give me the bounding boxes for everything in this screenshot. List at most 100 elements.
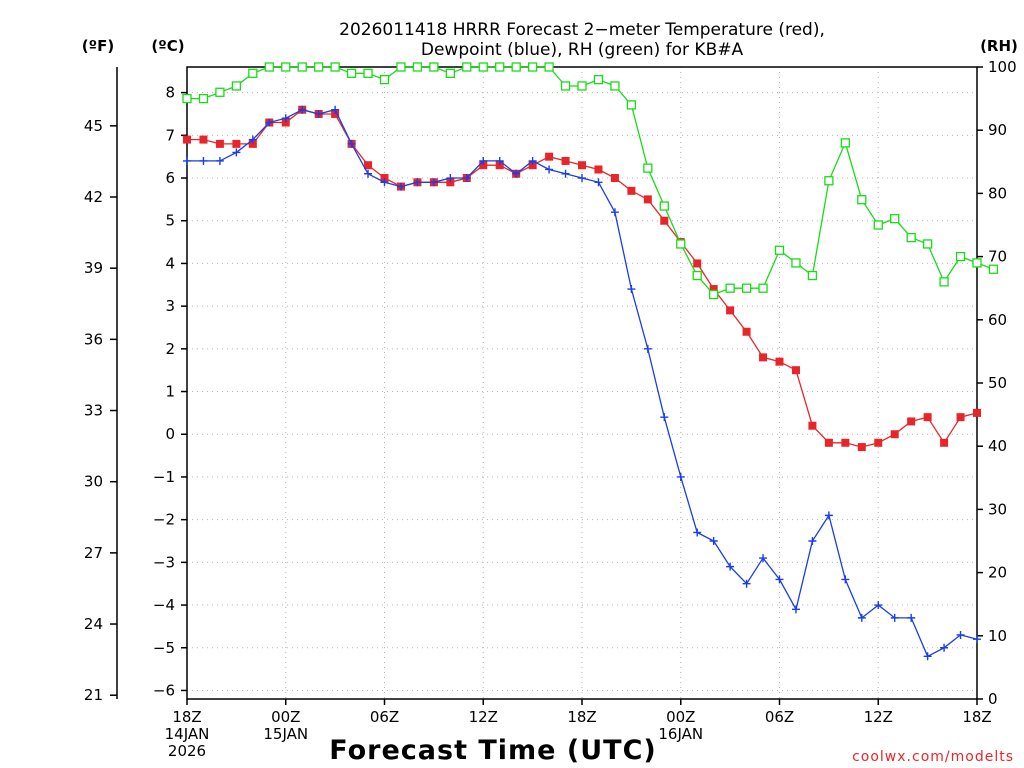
fahrenheit-tick-label: 42 bbox=[84, 188, 103, 206]
dewpoint-point bbox=[890, 613, 899, 622]
rh-point bbox=[988, 264, 999, 274]
dewpoint-point bbox=[314, 109, 323, 118]
celsius-tick-label: 8 bbox=[165, 84, 175, 102]
temperature-point bbox=[726, 306, 735, 315]
dewpoint-point bbox=[429, 178, 438, 187]
time-tick-label: 18Z bbox=[172, 708, 201, 726]
temperature-point bbox=[973, 408, 981, 417]
dewpoint-point bbox=[594, 178, 603, 187]
temperature-point bbox=[479, 161, 488, 170]
dewpoint-point bbox=[759, 554, 768, 563]
rh-point bbox=[922, 239, 933, 249]
celsius-tick-label: −4 bbox=[153, 596, 175, 614]
celsius-tick-label: −2 bbox=[153, 511, 175, 529]
time-tick-label: 00Z bbox=[271, 708, 300, 726]
rh-point bbox=[824, 176, 834, 186]
dewpoint-point bbox=[709, 537, 718, 545]
celsius-tick-label: 7 bbox=[165, 126, 175, 144]
temperature-point bbox=[248, 139, 257, 148]
dewpoint-point bbox=[545, 165, 554, 174]
celsius-tick-label: −3 bbox=[153, 553, 175, 571]
fahrenheit-tick-label: 33 bbox=[84, 402, 103, 420]
rh-point bbox=[758, 283, 768, 293]
rh-point bbox=[330, 62, 340, 72]
series-dewpoint bbox=[183, 105, 981, 661]
celsius-tick-label: 3 bbox=[165, 297, 175, 315]
celsius-tick-label: 6 bbox=[165, 169, 175, 187]
x-axis-label: Forecast Time (UTC) bbox=[329, 735, 656, 766]
rh-point bbox=[676, 239, 686, 249]
celsius-tick-label: 0 bbox=[165, 425, 175, 443]
rh-point bbox=[643, 163, 653, 173]
rh-tick-label: 20 bbox=[988, 564, 1007, 582]
temperature-point bbox=[890, 430, 899, 439]
temperature-point bbox=[545, 152, 554, 161]
dewpoint-point bbox=[396, 182, 405, 191]
temperature-point bbox=[199, 135, 208, 144]
dewpoint-point bbox=[331, 105, 340, 114]
temperature-point bbox=[660, 216, 669, 225]
dewpoint-point bbox=[973, 635, 981, 644]
time-tick-label: 14JAN bbox=[165, 725, 210, 743]
time-tick-label: 2026 bbox=[168, 742, 206, 760]
temperature-point bbox=[281, 118, 290, 127]
time-tick-label: 16JAN bbox=[658, 725, 703, 743]
time-tick-label: 12Z bbox=[469, 708, 498, 726]
dewpoint-point bbox=[347, 139, 356, 148]
dewpoint-point bbox=[693, 528, 702, 537]
rh-point bbox=[363, 68, 373, 78]
dewpoint-point bbox=[183, 156, 191, 165]
chart-title-line-2: Dewpoint (blue), RH (green) for KB#A bbox=[421, 40, 744, 60]
rh-point bbox=[445, 68, 455, 78]
celsius-unit-label: (ºC) bbox=[151, 37, 184, 55]
temperature-point bbox=[808, 421, 817, 430]
rh-point bbox=[231, 81, 242, 91]
temperature-point bbox=[331, 109, 340, 118]
rh-tick-label: 70 bbox=[988, 248, 1007, 266]
dewpoint-point bbox=[512, 169, 521, 178]
celsius-tick-label: 1 bbox=[165, 383, 175, 401]
rh-point bbox=[495, 62, 505, 72]
temperature-point bbox=[364, 161, 373, 170]
rh-point bbox=[857, 195, 867, 205]
dewpoint-point bbox=[874, 601, 883, 610]
rh-point bbox=[314, 62, 324, 72]
temperature-point bbox=[791, 366, 800, 375]
temperature-point bbox=[857, 443, 866, 452]
rh-point bbox=[610, 81, 620, 91]
rh-point bbox=[577, 81, 587, 91]
dewpoint-point bbox=[857, 613, 866, 622]
rh-point bbox=[429, 62, 439, 72]
celsius-tick-label: −1 bbox=[153, 468, 175, 486]
celsius-tick-label: 2 bbox=[165, 340, 175, 358]
time-tick-label: 12Z bbox=[864, 708, 893, 726]
credit-text: coolwx.com/modelts bbox=[852, 749, 1014, 765]
rh-point bbox=[248, 68, 258, 78]
rh-tick-label: 90 bbox=[988, 121, 1007, 139]
temperature-point bbox=[446, 178, 455, 187]
rh-point bbox=[182, 93, 192, 104]
temperature-point bbox=[215, 139, 224, 148]
rh-point bbox=[396, 62, 406, 72]
rh-tick-label: 100 bbox=[988, 58, 1017, 76]
dewpoint-point bbox=[199, 156, 208, 165]
rh-point bbox=[527, 62, 538, 72]
time-tick-label: 18Z bbox=[567, 708, 596, 726]
rh-point bbox=[972, 258, 982, 268]
dewpoint-point bbox=[791, 605, 800, 614]
fahrenheit-tick-label: 39 bbox=[84, 259, 103, 277]
dewpoint-point bbox=[232, 148, 241, 157]
rh-tick-label: 10 bbox=[988, 627, 1007, 645]
temperature-point bbox=[183, 135, 191, 144]
fahrenheit-tick-label: 21 bbox=[84, 686, 103, 704]
fahrenheit-axis: 45 42 39 36 33 30 27 24 21 bbox=[84, 67, 118, 704]
rh-unit-label: (RH) bbox=[980, 37, 1018, 55]
dewpoint-point bbox=[364, 169, 373, 178]
dewpoint-point bbox=[578, 174, 586, 183]
rh-tick-label: 60 bbox=[988, 311, 1007, 329]
temperature-point bbox=[709, 285, 718, 294]
temperature-point bbox=[232, 139, 241, 148]
temperature-point bbox=[841, 438, 850, 447]
